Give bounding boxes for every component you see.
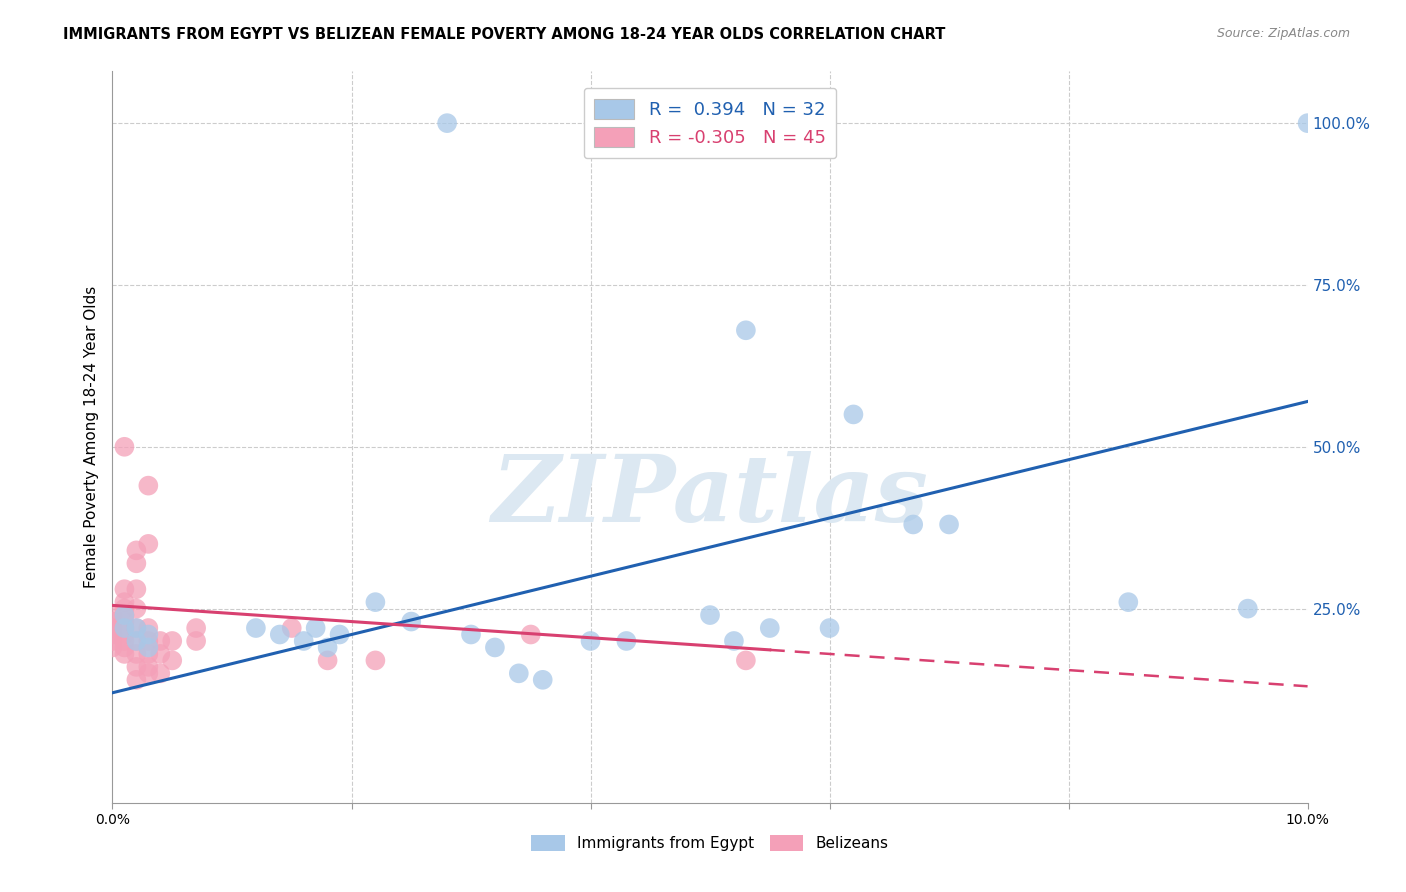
- Text: IMMIGRANTS FROM EGYPT VS BELIZEAN FEMALE POVERTY AMONG 18-24 YEAR OLDS CORRELATI: IMMIGRANTS FROM EGYPT VS BELIZEAN FEMALE…: [63, 27, 946, 42]
- Point: [759, 621, 782, 635]
- Point: [101, 621, 124, 635]
- Y-axis label: Female Poverty Among 18-24 Year Olds: Female Poverty Among 18-24 Year Olds: [83, 286, 98, 588]
- Point: [138, 660, 160, 674]
- Point: [114, 608, 135, 623]
- Point: [125, 601, 148, 615]
- Point: [329, 627, 352, 641]
- Point: [186, 634, 208, 648]
- Point: [149, 634, 172, 648]
- Point: [138, 478, 160, 492]
- Point: [114, 621, 135, 635]
- Point: [1118, 595, 1140, 609]
- Point: [292, 634, 315, 648]
- Point: [735, 323, 758, 337]
- Point: [699, 608, 721, 623]
- Point: [316, 640, 339, 655]
- Text: Source: ZipAtlas.com: Source: ZipAtlas.com: [1216, 27, 1350, 40]
- Point: [114, 608, 135, 623]
- Point: [125, 543, 148, 558]
- Point: [436, 116, 458, 130]
- Point: [125, 621, 148, 635]
- Point: [269, 627, 291, 641]
- Point: [281, 621, 304, 635]
- Point: [842, 408, 865, 422]
- Point: [138, 627, 160, 641]
- Point: [138, 634, 160, 648]
- Point: [101, 627, 124, 641]
- Point: [316, 653, 339, 667]
- Point: [723, 634, 745, 648]
- Point: [401, 615, 423, 629]
- Point: [114, 634, 135, 648]
- Point: [508, 666, 530, 681]
- Text: ZIPatlas: ZIPatlas: [492, 450, 928, 541]
- Point: [114, 582, 135, 597]
- Point: [735, 653, 758, 667]
- Point: [149, 666, 172, 681]
- Point: [1237, 601, 1260, 615]
- Point: [520, 627, 543, 641]
- Point: [125, 621, 148, 635]
- Point: [484, 640, 506, 655]
- Point: [162, 634, 183, 648]
- Point: [138, 640, 160, 655]
- Point: [125, 634, 148, 648]
- Point: [1296, 116, 1319, 130]
- Point: [125, 634, 148, 648]
- Point: [114, 647, 135, 661]
- Point: [938, 517, 960, 532]
- Point: [114, 640, 135, 655]
- Point: [138, 647, 160, 661]
- Point: [460, 627, 482, 641]
- Point: [114, 615, 135, 629]
- Point: [616, 634, 638, 648]
- Point: [162, 653, 183, 667]
- Point: [186, 621, 208, 635]
- Point: [125, 673, 148, 687]
- Point: [114, 627, 135, 641]
- Point: [101, 615, 124, 629]
- Point: [531, 673, 554, 687]
- Point: [138, 621, 160, 635]
- Point: [125, 660, 148, 674]
- Point: [114, 601, 135, 615]
- Point: [903, 517, 925, 532]
- Point: [114, 621, 135, 635]
- Point: [125, 647, 148, 661]
- Point: [138, 666, 160, 681]
- Legend: Immigrants from Egypt, Belizeans: Immigrants from Egypt, Belizeans: [526, 830, 894, 857]
- Point: [364, 595, 387, 609]
- Point: [101, 640, 124, 655]
- Point: [579, 634, 602, 648]
- Point: [305, 621, 328, 635]
- Point: [114, 595, 135, 609]
- Point: [245, 621, 267, 635]
- Point: [125, 582, 148, 597]
- Point: [138, 537, 160, 551]
- Point: [364, 653, 387, 667]
- Point: [114, 440, 135, 454]
- Point: [125, 557, 148, 571]
- Point: [101, 634, 124, 648]
- Point: [149, 647, 172, 661]
- Point: [101, 608, 124, 623]
- Point: [818, 621, 841, 635]
